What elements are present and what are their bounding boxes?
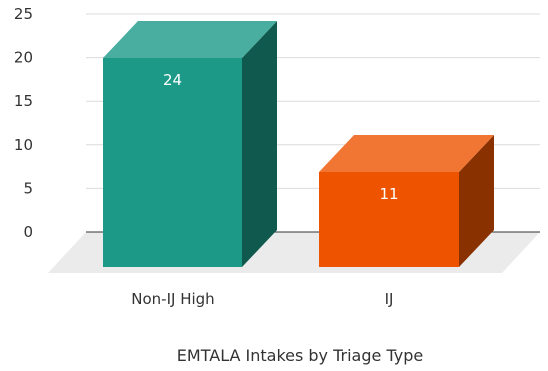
bar-top	[103, 21, 277, 58]
y-axis-ticks: 0 5 10 15 20 25	[14, 5, 33, 241]
y-tick-label: 0	[23, 223, 33, 241]
bar-front	[319, 172, 459, 267]
bar-non-ij-high: 24	[103, 21, 277, 267]
bar-data-label: 11	[379, 185, 398, 203]
y-tick-label: 10	[14, 136, 33, 154]
bar-ij: 11	[319, 135, 494, 267]
bar-side	[459, 135, 494, 267]
chart-title: EMTALA Intakes by Triage Type	[177, 346, 423, 365]
x-category-label: Non-IJ High	[131, 290, 214, 308]
bar-top	[319, 135, 494, 172]
y-tick-label: 20	[14, 49, 33, 67]
bar-front	[103, 58, 242, 267]
x-category-label: IJ	[385, 290, 394, 308]
y-tick-label: 15	[14, 92, 33, 110]
y-tick-label: 25	[14, 5, 33, 23]
bar-data-label: 24	[163, 71, 182, 89]
bar-side	[242, 21, 277, 267]
y-tick-label: 5	[23, 179, 33, 197]
